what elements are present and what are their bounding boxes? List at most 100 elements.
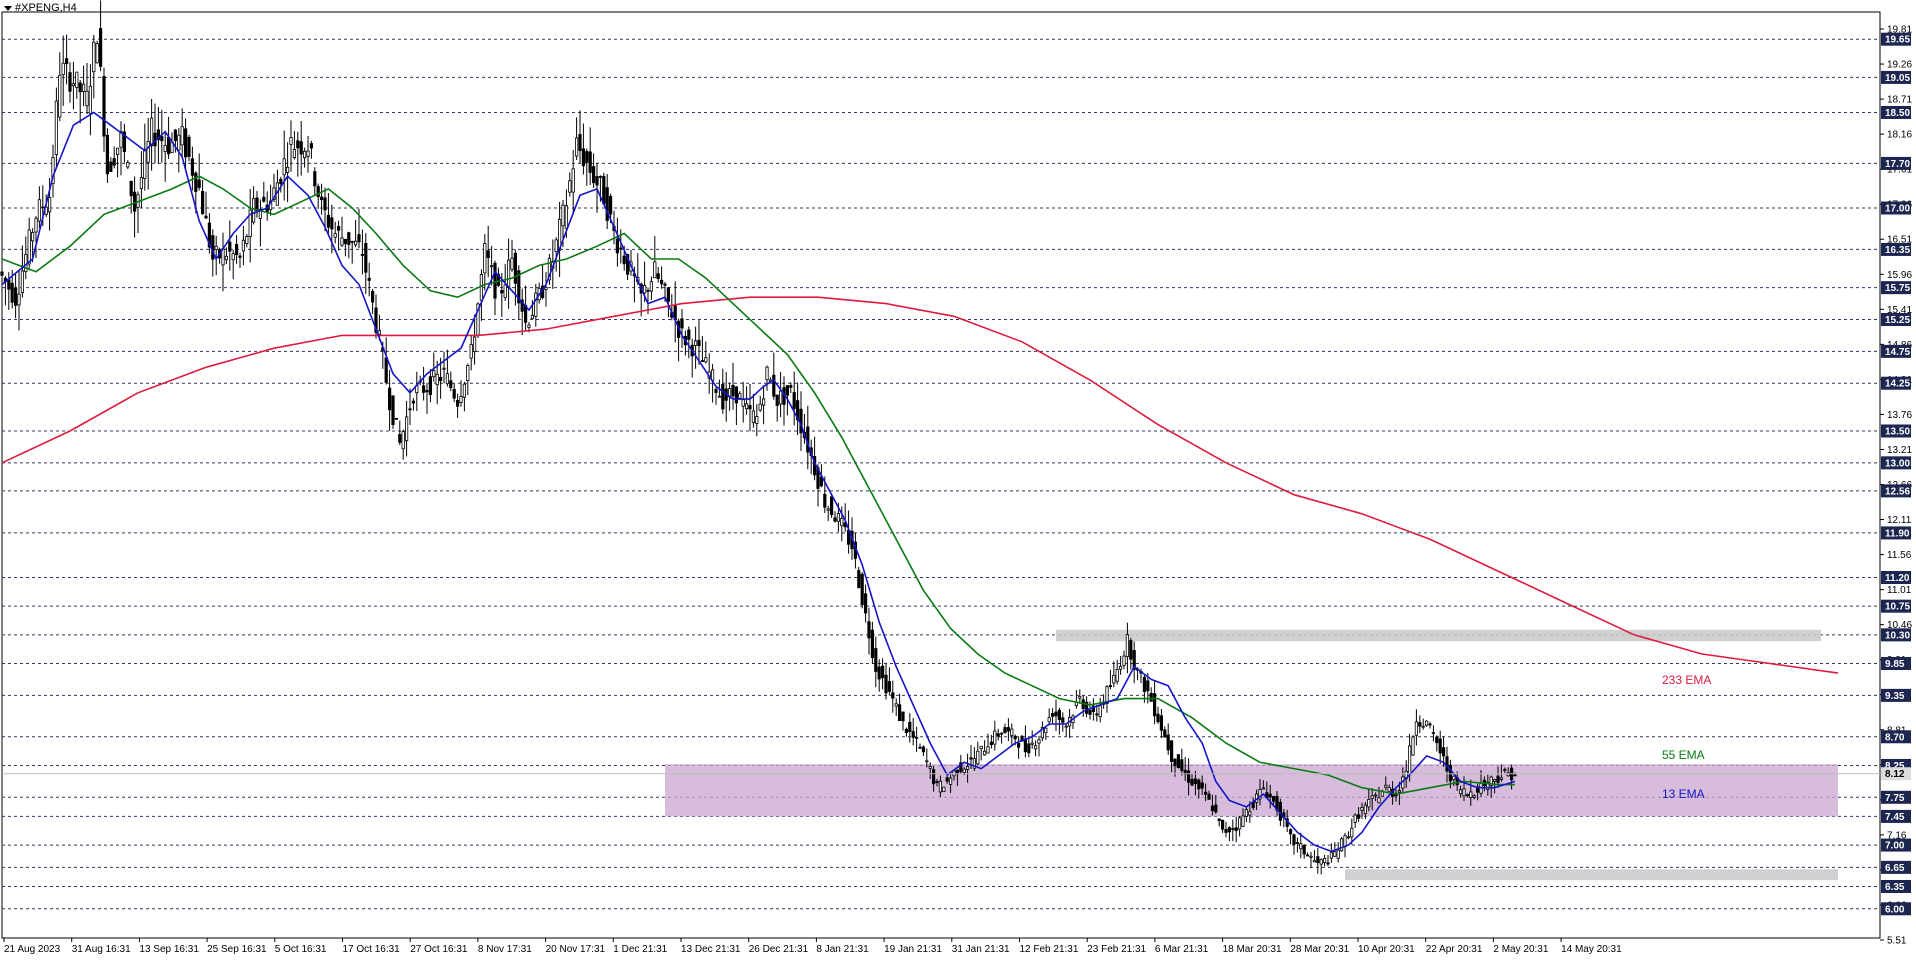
candle-body bbox=[962, 768, 966, 774]
candle-body bbox=[194, 172, 198, 192]
candle-body bbox=[1448, 764, 1452, 782]
candle-body bbox=[697, 339, 701, 347]
x-tick-label: 17 Oct 16:31 bbox=[342, 944, 400, 955]
y-tick-label: 16.51 bbox=[1887, 235, 1912, 246]
candle-body bbox=[1193, 778, 1197, 785]
candle-body bbox=[751, 410, 756, 424]
candle-body bbox=[262, 196, 266, 202]
candle-body bbox=[571, 168, 575, 193]
candle-body bbox=[1319, 859, 1323, 865]
candle-body bbox=[105, 134, 109, 175]
candle-body bbox=[966, 766, 970, 770]
price-level-tag: 17.70 bbox=[1881, 156, 1911, 170]
price-level-tag: 7.00 bbox=[1881, 838, 1911, 852]
candle-body bbox=[836, 513, 841, 522]
candle-body bbox=[1000, 732, 1004, 735]
candle-body bbox=[139, 177, 143, 189]
candle-body bbox=[925, 760, 929, 763]
candle-body bbox=[1040, 726, 1044, 739]
candle-body bbox=[731, 384, 735, 397]
candle-body bbox=[643, 285, 647, 294]
candle-body bbox=[408, 408, 412, 411]
x-tick-label: 14 May 20:31 bbox=[1561, 944, 1622, 955]
svg-text:9.85: 9.85 bbox=[1885, 659, 1905, 670]
svg-text:13.00: 13.00 bbox=[1885, 458, 1910, 469]
candle-body bbox=[1499, 777, 1503, 780]
candle-body bbox=[401, 431, 405, 450]
candle-body bbox=[1027, 743, 1031, 754]
candle-body bbox=[1023, 738, 1027, 753]
candle-body bbox=[506, 259, 511, 288]
candle-body bbox=[694, 340, 698, 346]
candle-body bbox=[1292, 834, 1296, 845]
svg-text:15.75: 15.75 bbox=[1885, 283, 1910, 294]
candle-body bbox=[398, 434, 402, 443]
price-level-tag: 15.25 bbox=[1881, 313, 1911, 327]
candle-body bbox=[438, 377, 443, 382]
candle-body bbox=[1224, 829, 1228, 833]
candle-body bbox=[160, 136, 164, 142]
price-level-tag: 11.90 bbox=[1881, 526, 1911, 540]
price-level-tag: 17.00 bbox=[1881, 201, 1911, 215]
chart-title-bar[interactable]: #XPENG,H4 bbox=[4, 2, 77, 14]
candle-body bbox=[1187, 770, 1191, 783]
candle-body bbox=[547, 257, 552, 281]
candle-body bbox=[1166, 734, 1170, 751]
candle-body bbox=[1057, 709, 1061, 720]
x-tick-label: 25 Sep 16:31 bbox=[207, 944, 267, 955]
candle-body bbox=[323, 197, 327, 211]
candle-body bbox=[1397, 790, 1401, 793]
candle-body bbox=[938, 780, 943, 793]
candle-body bbox=[1350, 827, 1354, 838]
candle-body bbox=[13, 287, 18, 306]
candle-body bbox=[1435, 736, 1439, 744]
price-level-tag: 6.00 bbox=[1881, 902, 1911, 916]
candle-body bbox=[177, 134, 181, 151]
candle-body bbox=[48, 197, 52, 213]
candle-body bbox=[1353, 814, 1357, 823]
candle-body bbox=[915, 736, 919, 739]
y-tick-label: 5.51 bbox=[1887, 936, 1907, 947]
price-level-tag: 16.35 bbox=[1881, 242, 1911, 256]
candle-body bbox=[34, 217, 38, 233]
candle-body bbox=[534, 292, 538, 317]
candle-body bbox=[1108, 685, 1112, 687]
candle-body bbox=[602, 175, 606, 205]
candle-body bbox=[224, 255, 228, 261]
candle-body bbox=[1340, 838, 1344, 852]
candle-body bbox=[918, 746, 922, 749]
candle-body bbox=[609, 195, 613, 215]
svg-text:8.12: 8.12 bbox=[1885, 769, 1905, 780]
candle-body bbox=[1316, 856, 1320, 864]
candle-body bbox=[340, 237, 344, 246]
candle-body bbox=[1244, 809, 1248, 817]
candle-body bbox=[1085, 701, 1089, 714]
candle-body bbox=[993, 730, 997, 745]
ema233-line bbox=[1, 296, 1839, 674]
candle-body bbox=[1431, 732, 1435, 735]
candle-body bbox=[0, 271, 4, 276]
candle-body bbox=[1462, 788, 1466, 797]
candle-body bbox=[1452, 775, 1456, 780]
candle-body bbox=[1013, 735, 1017, 740]
price-level-tag: 7.45 bbox=[1881, 809, 1911, 823]
candle-body bbox=[95, 42, 99, 64]
candle-body bbox=[544, 286, 548, 291]
candle-body bbox=[483, 243, 487, 274]
x-tick-label: 13 Dec 21:31 bbox=[681, 944, 741, 955]
candle-body bbox=[983, 750, 987, 756]
candle-body bbox=[102, 76, 106, 137]
candle-body bbox=[884, 674, 888, 694]
x-tick-label: 28 Mar 20:31 bbox=[1290, 944, 1349, 955]
candle-body bbox=[830, 496, 834, 516]
zone-resistance bbox=[1056, 629, 1821, 642]
candle-body bbox=[279, 178, 283, 185]
candle-body bbox=[197, 179, 201, 188]
dropdown-triangle-icon[interactable] bbox=[4, 5, 12, 11]
candle-body bbox=[149, 117, 154, 147]
candle-body bbox=[898, 704, 902, 722]
candle-body bbox=[255, 197, 259, 212]
candle-body bbox=[1125, 634, 1129, 657]
candle-body bbox=[88, 85, 92, 114]
